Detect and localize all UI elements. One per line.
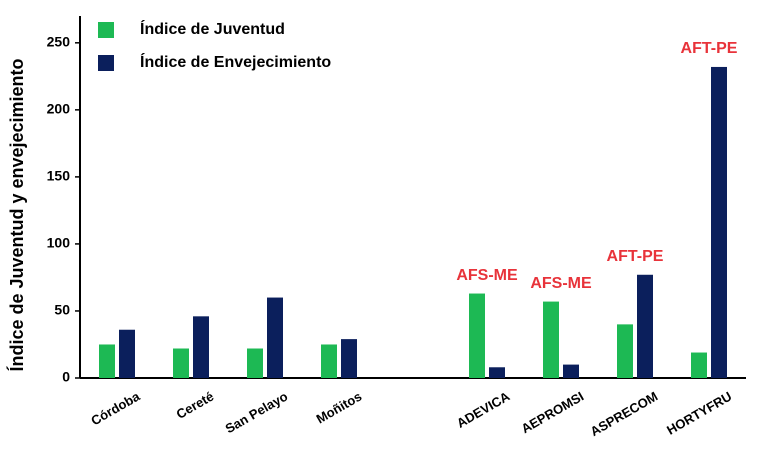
bar (469, 293, 485, 378)
bar (119, 329, 135, 378)
annotation: AFS-ME (456, 267, 518, 284)
bar (247, 348, 263, 378)
bar (711, 66, 727, 378)
bar (637, 274, 653, 378)
x-tick-label: Moñitos (314, 389, 365, 427)
y-tick-label: 0 (62, 369, 70, 385)
legend-swatch (98, 22, 114, 38)
bar (563, 364, 579, 378)
bar (489, 367, 505, 378)
x-tick-label: AEPROMSI (519, 389, 587, 437)
x-tick-label: Cereté (174, 389, 217, 422)
bar (341, 339, 357, 378)
x-tick-label: ASPRECOM (588, 389, 661, 440)
bar (617, 324, 633, 378)
bar (543, 301, 559, 378)
y-tick-label: 250 (47, 34, 71, 50)
legend-label: Índice de Envejecimiento (140, 52, 331, 71)
annotation: AFS-ME (530, 275, 592, 292)
bar (267, 297, 283, 378)
legend-label: Índice de Juventud (140, 19, 285, 38)
x-tick-label: Córdoba (88, 388, 142, 428)
bar (173, 348, 189, 378)
y-tick-label: 200 (47, 101, 71, 117)
x-tick-label: ADEVICA (454, 388, 513, 431)
bar (193, 316, 209, 378)
annotation: AFT-PE (681, 40, 738, 57)
annotation: AFT-PE (607, 248, 664, 265)
y-tick-label: 150 (47, 168, 71, 184)
legend-swatch (98, 55, 114, 71)
x-tick-label: San Pelayo (223, 389, 291, 437)
y-tick-label: 100 (47, 235, 71, 251)
bar (99, 344, 115, 378)
x-tick-label: HORTYFRU (664, 389, 734, 438)
y-axis-title: Índice de Juventud y envejecimiento (6, 58, 27, 371)
bar (321, 344, 337, 378)
bar (691, 352, 707, 378)
y-tick-label: 50 (54, 302, 70, 318)
